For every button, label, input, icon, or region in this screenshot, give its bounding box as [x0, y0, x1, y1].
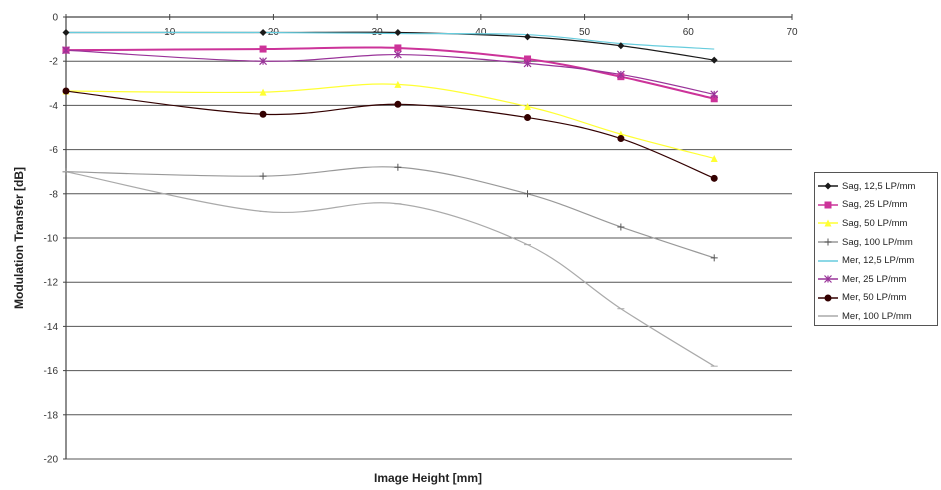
- legend-label: Mer, 25 LP/mm: [842, 273, 907, 285]
- data-point-s6: [710, 90, 719, 99]
- y-tick-label: -2: [49, 57, 58, 68]
- legend-item: Mer, 50 LP/mm: [817, 289, 935, 308]
- data-point-s4: [710, 254, 718, 262]
- y-tick-label: -12: [44, 278, 59, 289]
- y-tick-label: -8: [49, 189, 58, 200]
- series-line-4: [65, 166, 715, 259]
- legend-item: Sag, 12,5 LP/mm: [817, 177, 935, 196]
- series-line-7: [65, 90, 715, 179]
- data-point-s2: [259, 45, 267, 53]
- data-point-s1: [617, 42, 625, 50]
- data-point-s7: [394, 100, 402, 108]
- legend-swatch-marker: [824, 294, 832, 302]
- data-point-s1: [524, 33, 532, 41]
- y-tick-label: -4: [49, 101, 58, 112]
- series-line-8: [65, 171, 715, 367]
- data-point-s4: [617, 223, 625, 231]
- y-tick-label: 0: [52, 13, 58, 24]
- legend-swatch: [818, 294, 838, 302]
- legend-label: Sag, 12,5 LP/mm: [842, 180, 916, 192]
- legend-swatch: [818, 219, 838, 227]
- legend-label: Sag, 100 LP/mm: [842, 236, 913, 248]
- legend-item: Mer, 100 LP/mm: [817, 307, 935, 326]
- legend-swatch-marker: [824, 201, 832, 209]
- data-point-s3: [394, 80, 402, 88]
- series-line-6: [65, 49, 715, 95]
- legend-label: Sag, 50 LP/mm: [842, 217, 908, 229]
- data-point-s3: [710, 154, 718, 162]
- legend-item: Mer, 25 LP/mm: [817, 270, 935, 289]
- y-tick-label: -6: [49, 145, 58, 156]
- data-point-s3: [259, 88, 267, 96]
- series-lines: [65, 31, 715, 367]
- legend-swatch: [818, 275, 838, 284]
- data-point-s2: [710, 95, 718, 103]
- data-point-s7: [259, 110, 267, 118]
- legend-swatch: [818, 315, 838, 318]
- data-point-s6: [616, 70, 625, 79]
- y-tick-label: -14: [44, 322, 59, 333]
- legend-label: Sag, 25 LP/mm: [842, 199, 908, 211]
- x-axis-title: Image Height [mm]: [374, 471, 482, 485]
- x-tick-label: 40: [475, 27, 487, 38]
- series-markers: [62, 28, 719, 367]
- data-point-s6: [393, 50, 402, 59]
- legend-swatch-marker: [824, 238, 832, 246]
- y-tick-label: -16: [44, 366, 59, 377]
- data-point-s7: [62, 87, 70, 95]
- y-axis-title: Modulation Transfer [dB]: [12, 167, 26, 309]
- data-point-s6: [62, 46, 70, 55]
- x-tick-label: 70: [786, 27, 798, 38]
- legend-swatch: [818, 182, 838, 190]
- data-point-s7: [617, 135, 625, 143]
- data-point-s2: [394, 44, 402, 52]
- x-tick-label: 50: [579, 27, 591, 38]
- legend-swatch-marker: [824, 182, 832, 190]
- data-point-s2: [524, 55, 532, 63]
- legend-swatch: [818, 238, 838, 246]
- data-point-s6: [259, 57, 267, 66]
- data-point-s7: [524, 114, 532, 122]
- data-point-s4: [524, 190, 532, 198]
- legend-item: Sag, 50 LP/mm: [817, 214, 935, 233]
- legend: Sag, 12,5 LP/mm Sag, 25 LP/mm Sag, 50 LP/m…: [814, 172, 938, 326]
- y-tick-label: -20: [44, 455, 59, 466]
- data-point-s6: [523, 59, 532, 68]
- legend-label: Mer, 12,5 LP/mm: [842, 255, 915, 267]
- data-point-s3: [524, 103, 532, 111]
- data-point-s4: [394, 163, 402, 171]
- legend-label: Mer, 50 LP/mm: [842, 292, 907, 304]
- y-tick-label: -10: [44, 234, 59, 245]
- data-point-s4: [259, 172, 267, 180]
- data-point-s1: [62, 28, 70, 36]
- grid-lines: [66, 60, 792, 460]
- legend-item: Sag, 100 LP/mm: [817, 233, 935, 252]
- data-point-s1: [259, 28, 267, 36]
- series-line-3: [65, 83, 715, 160]
- legend-label: Mer, 100 LP/mm: [842, 310, 912, 322]
- legend-swatch: [818, 201, 838, 209]
- legend-item: Mer, 12,5 LP/mm: [817, 251, 935, 270]
- axes: [63, 14, 793, 460]
- legend-swatch: [818, 259, 838, 262]
- y-tick-label: -18: [44, 410, 59, 421]
- data-point-s1: [394, 28, 402, 36]
- legend-swatch-marker: [824, 219, 832, 227]
- data-point-s1: [710, 56, 718, 64]
- x-tick-label: 60: [683, 27, 695, 38]
- legend-swatch-marker: [824, 275, 832, 284]
- tick-labels: 10 20 30 40 50 60 700-2-4-6-8-10-12-14-16-18-2…: [44, 13, 798, 466]
- data-point-s7: [710, 174, 718, 182]
- legend-item: Sag, 25 LP/mm: [817, 196, 935, 215]
